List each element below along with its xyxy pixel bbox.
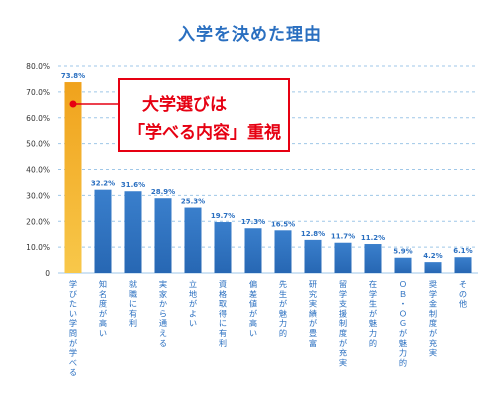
- category-label: 先生が魅力的: [279, 279, 287, 338]
- y-tick-label: 0: [45, 269, 50, 278]
- category-label: その他: [459, 279, 467, 309]
- value-label: 11.2%: [361, 234, 385, 242]
- value-label: 28.9%: [151, 188, 175, 196]
- bar: [64, 82, 82, 273]
- value-label: 32.2%: [91, 180, 115, 188]
- value-label: 17.3%: [241, 218, 265, 226]
- bar: [94, 189, 112, 273]
- category-label: 在学生が魅力的: [369, 279, 377, 348]
- value-label: 25.3%: [181, 198, 205, 206]
- category-label: 立地がよい: [189, 279, 197, 328]
- category-label: 研究実績が豊富: [309, 279, 317, 348]
- category-label: 偏差値が高い: [249, 279, 257, 338]
- category-labels: 学びたい学問が学べる 知名度が高い 就職に有利 実家から通える 立地がよい 資格取得に有利…: [69, 279, 467, 377]
- y-tick-label: 30.0%: [26, 191, 50, 200]
- category-label: 就職に有利: [129, 279, 137, 328]
- bar: [424, 262, 442, 273]
- y-tick-label: 70.0%: [26, 88, 50, 97]
- bar: [454, 257, 472, 273]
- category-label: 実家から通える: [159, 279, 167, 348]
- bar: [244, 228, 262, 273]
- callout-connector-dot: [69, 100, 77, 108]
- category-label: 資格取得に有利: [219, 279, 227, 348]
- y-tick-label: 50.0%: [26, 140, 50, 149]
- callout-line-1: 大学選びは: [142, 95, 227, 115]
- value-label: 19.7%: [211, 212, 235, 220]
- bar: [184, 207, 202, 273]
- bar: [214, 222, 232, 273]
- chart-title: 入学を決めた理由: [178, 25, 322, 45]
- callout-line-2: 「学べる内容」重視: [128, 123, 281, 143]
- value-label: 73.8%: [61, 72, 85, 80]
- y-tick-label: 60.0%: [26, 114, 50, 123]
- category-label: 知名度が高い: [99, 279, 107, 338]
- bar: [364, 244, 382, 273]
- bar: [394, 257, 412, 273]
- callout-box: 大学選びは 「学べる内容」重視: [118, 78, 290, 152]
- value-label: 6.1%: [453, 247, 472, 255]
- value-labels: 73.8% 32.2% 31.6% 28.9% 25.3% 19.7% 17.3% 16.5%…: [61, 72, 473, 260]
- bars: [64, 82, 472, 273]
- y-axis-ticks: 0 10.0% 20.0% 30.0% 40.0% 50.0% 60.0% 70.0% 80.0…: [26, 62, 50, 278]
- y-tick-label: 80.0%: [26, 62, 50, 71]
- y-tick-label: 20.0%: [26, 217, 50, 226]
- value-label: 12.8%: [301, 230, 325, 238]
- category-label: ＯＢ・ＯＧが魅力的: [399, 279, 407, 367]
- bar: [304, 239, 322, 273]
- value-label: 4.2%: [423, 252, 442, 260]
- bar: [334, 242, 352, 273]
- y-tick-label: 10.0%: [26, 243, 50, 252]
- bar: [154, 198, 172, 273]
- value-label: 16.5%: [271, 220, 295, 228]
- value-label: 31.6%: [121, 181, 145, 189]
- category-label: 学びたい学問が学べる: [69, 279, 77, 377]
- category-label: 留学支援制度が充実: [339, 279, 347, 367]
- category-label: 奨学金制度が充実: [429, 279, 437, 358]
- bar: [274, 230, 292, 273]
- value-label: 5.9%: [393, 248, 412, 256]
- bar: [124, 191, 142, 273]
- value-label: 11.7%: [331, 233, 355, 241]
- y-tick-label: 40.0%: [26, 166, 50, 175]
